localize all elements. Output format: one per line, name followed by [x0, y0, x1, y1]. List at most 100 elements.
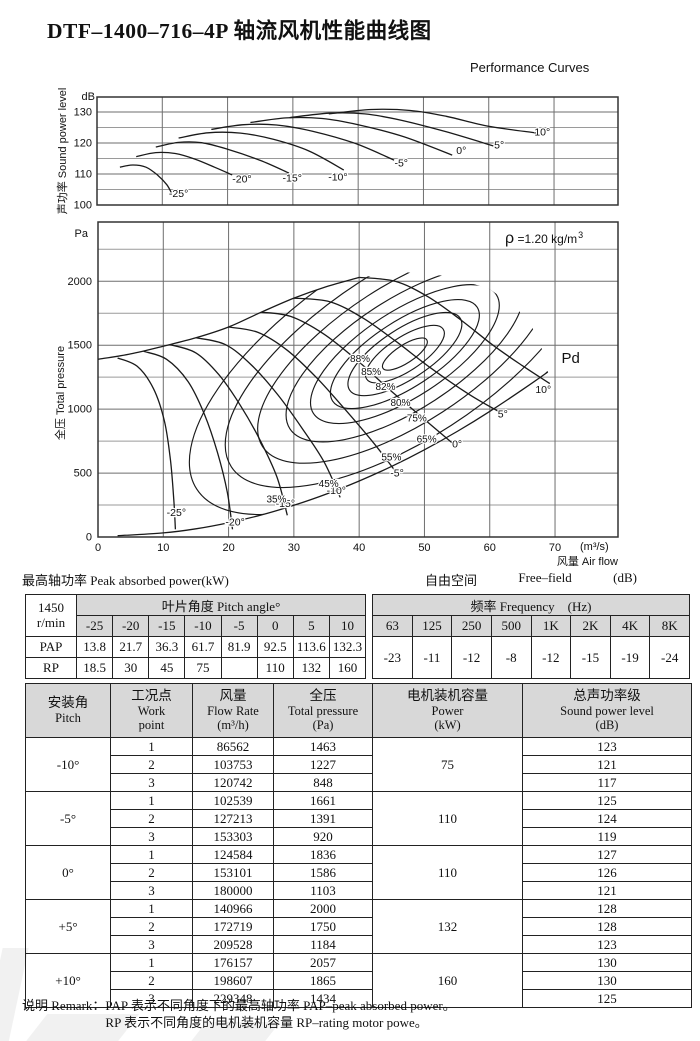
operating-points-table: 安装角 Pitch 工况点 Work point 风量 Flow Rate (m³/h)…	[25, 683, 692, 1008]
sound-level-cell: 121	[522, 755, 692, 774]
flow-rate-cell: 140966	[192, 899, 274, 918]
work-point-cell: 3	[110, 773, 193, 792]
work-point-cell: 3	[110, 881, 193, 900]
efficiency-label-55%: 55%	[381, 452, 401, 463]
total-pressure-chart: -25° -20° -15° -10° -5° 0° 5° 10° 88% 85% 82% 80% 75…	[53, 221, 619, 568]
rp-label: RP	[25, 657, 77, 679]
header-pitch: 安装角 Pitch	[25, 683, 111, 738]
sound-level-cell: 125	[522, 791, 692, 810]
rp-value: 30	[112, 657, 150, 679]
pitch-label--10°: -10°	[327, 485, 346, 497]
pressure-cell: 1661	[273, 791, 373, 810]
work-point-cell: 1	[110, 791, 193, 810]
sound-curve--25°	[119, 164, 173, 195]
remark: 说明 Remark： PAP 表示不同角度下的最高轴功率 PAP–peak ab…	[22, 998, 456, 1032]
sound-power-chart: -25° -20° -15° -10° -5° 0° 5° 10° 100 110 120 130 dB…	[55, 88, 619, 214]
sound-level-cell: 119	[522, 827, 692, 846]
pap-value: 36.3	[148, 636, 186, 658]
frequency-header-row: 频率 Frequency (Hz)	[372, 594, 690, 616]
y-tick: 2000	[68, 276, 92, 288]
x-tick: 40	[353, 542, 365, 554]
free-field-unit: (dB)	[613, 570, 637, 585]
free-field-en: Free–field	[518, 570, 572, 585]
sound-curve--10°	[178, 131, 345, 171]
sound-level-cell: 124	[522, 809, 692, 828]
flow-rate-cell: 198607	[192, 971, 274, 990]
flow-rate-cell: 172719	[192, 917, 274, 936]
pitch-cell: +5°	[25, 899, 111, 954]
power-cell: 75	[372, 737, 523, 792]
angle-cell: 5	[292, 615, 330, 637]
header-sound-power-level: 总声功率级 Sound power level (dB)	[522, 683, 692, 738]
pitch-angle-header-row: 1450 r/min 叶片角度 Pitch angle°	[25, 594, 366, 637]
pressure-cell: 1586	[273, 863, 373, 882]
sound-curve-0°	[250, 116, 453, 156]
work-point-row: 2 198607 1865 130	[26, 971, 692, 990]
y-tick: 120	[74, 138, 92, 150]
pap-label: PAP	[25, 636, 77, 658]
efficiency-contour-35%	[188, 272, 548, 516]
angle-cell: 10	[328, 615, 367, 637]
rp-row: RP 18.5 30 45 75 110 132 160	[25, 657, 367, 679]
efficiency-label-45%: 45%	[319, 479, 339, 490]
work-point-cell: 2	[110, 971, 193, 990]
power-cell: 160	[372, 953, 523, 1008]
performance-curves-label: Performance Curves	[470, 60, 590, 75]
free-field-zh: 自由空间	[425, 573, 478, 588]
pressure-cell: 1434	[273, 989, 373, 1008]
pressure-cell: 1836	[273, 845, 373, 864]
frequency-cell: 2K	[570, 615, 611, 637]
header-power: 电机装机容量 Power (kW)	[372, 683, 523, 738]
pressure-cell: 1103	[273, 881, 373, 900]
pap-value: 113.6	[292, 636, 330, 658]
pressure-curve--5°	[228, 326, 399, 475]
curve-label--20°: -20°	[232, 174, 251, 186]
pitch-cell: -5°	[25, 791, 111, 846]
work-point-row: -10° 1 86562 1463 75 123	[25, 737, 692, 792]
correction-value: -12	[451, 636, 492, 679]
sound-level-cell: 117	[522, 773, 692, 792]
y-tick: 100	[74, 200, 92, 212]
x-tick: 20	[222, 542, 234, 554]
efficiency-label-88%: 88%	[350, 354, 370, 365]
curve-label-0°: 0°	[456, 145, 466, 157]
pitch-cell: 0°	[25, 845, 111, 900]
flow-rate-cell: 153303	[192, 827, 274, 846]
y-axis-title: 全压 Total pressure	[53, 346, 67, 440]
efficiency-contours	[188, 272, 548, 516]
work-point-cell: 2	[110, 863, 193, 882]
pap-value: 13.8	[75, 636, 114, 658]
pap-table-caption: 最高轴功率 Peak absorbed power(kW)	[22, 573, 229, 588]
x-tick: 70	[549, 542, 561, 554]
pitch-cell: +10°	[25, 953, 111, 1008]
sound-level-cell: 125	[522, 989, 692, 1008]
angle-cell: -15	[148, 615, 186, 637]
remark-label: 说明 Remark：	[22, 998, 106, 1013]
sound-level-cell: 130	[522, 953, 692, 972]
work-point-row: -5° 1 102539 1661 110 125	[25, 791, 692, 846]
flow-rate-cell: 180000	[192, 881, 274, 900]
remark-text: PAP 表示不同角度下的最高轴功率 PAP–peak absorbed powe…	[105, 998, 456, 1030]
pd-label: Pd	[562, 350, 580, 367]
efficiency-label-82%: 82%	[375, 382, 395, 393]
main-table-header-row: 安装角 Pitch 工况点 Work point 风量 Flow Rate (m³/h)…	[25, 683, 692, 738]
pressure-cell: 1865	[273, 971, 373, 990]
header-flow-rate: 风量 Flow Rate (m³/h)	[192, 683, 274, 738]
work-point-cell: 1	[110, 953, 193, 972]
work-point-row: 2 172719 1750 128	[26, 917, 692, 936]
y-axis-unit: Pa	[75, 228, 89, 240]
correction-value: -24	[649, 636, 690, 679]
x-tick: 60	[484, 542, 496, 554]
work-point-row: 2 127213 1391 124	[26, 809, 692, 828]
efficiency-contour-88%	[381, 337, 428, 371]
pitch-label--15°: -15°	[276, 498, 295, 510]
sound-curve--15°	[155, 141, 290, 174]
peak-absorbed-power-table: 1450 r/min 叶片角度 Pitch angle° -25 -20 -15 -10-…	[25, 594, 367, 679]
pap-value: 92.5	[256, 636, 294, 658]
sound-level-cell: 126	[522, 863, 692, 882]
sound-level-cell: 123	[522, 737, 692, 756]
correction-value: -19	[609, 636, 651, 679]
pitch-label--5°: -5°	[390, 468, 404, 480]
y-tick: 130	[74, 107, 92, 119]
